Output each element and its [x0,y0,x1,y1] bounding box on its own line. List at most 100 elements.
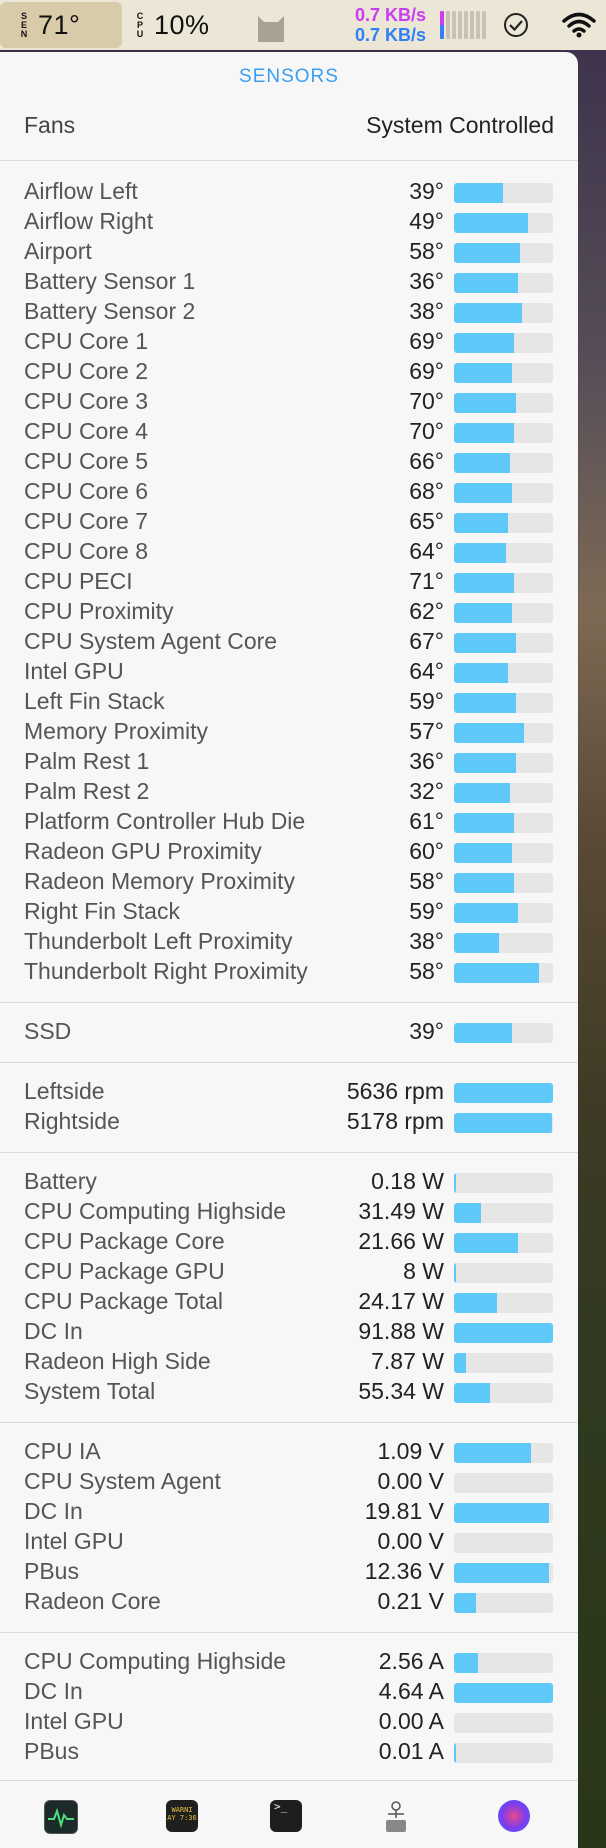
sensor-level-bar [454,1593,553,1613]
sensor-level-fill [454,1653,478,1673]
sensor-level-fill [454,453,511,473]
sensor-row: CPU Core 1 69° [0,326,578,356]
sensor-value: 66° [409,448,444,474]
sensor-name: Radeon GPU Proximity [24,838,262,864]
wifi-icon[interactable] [562,0,596,50]
sensor-level-fill [454,423,515,443]
temperature-readout: 71° [38,9,81,40]
sensor-row: DC In 91.88 W [0,1316,578,1346]
sensor-name: Battery [24,1168,97,1194]
sensor-value: 39° [409,178,444,204]
sensor-level-fill [454,783,511,803]
sensor-level-fill [454,1383,490,1403]
cat-icon[interactable] [254,6,288,44]
activity-bars-icon[interactable] [440,0,486,50]
system-info-icon[interactable] [380,1800,412,1832]
sensor-name: CPU Computing Highside [24,1648,287,1674]
temperature-section: Airflow Left 39° Airflow Right 49° Airport 58… [0,176,578,986]
sensor-value: 5636 rpm [346,1078,444,1104]
sensor-level-bar [454,1203,553,1223]
panel-title: SENSORS [239,66,339,87]
sensor-name: Battery Sensor 2 [24,298,196,324]
divider [0,1780,578,1781]
network-speed[interactable]: 0.7 KB/s 0.7 KB/s [346,0,426,50]
sensor-level-bar [454,843,553,863]
divider [0,1062,578,1063]
sensor-name: Thunderbolt Left Proximity [24,928,293,954]
sensor-name: CPU Package Core [24,1228,225,1254]
sensor-value: 32° [409,778,444,804]
sensor-name: DC In [24,1318,83,1344]
sensor-level-bar [454,543,553,563]
sensor-row: CPU Computing Highside 31.49 W [0,1196,578,1226]
sensor-row: CPU Core 7 65° [0,506,578,536]
fans-mode-row[interactable]: Fans System Controlled [24,112,554,142]
checkmark-circle-icon[interactable] [502,0,530,50]
sensor-row: CPU Package GPU 8 W [0,1256,578,1286]
activity-monitor-icon[interactable] [44,1800,78,1834]
sensor-name: CPU System Agent [24,1468,221,1494]
sensor-level-bar [454,693,553,713]
sensor-value: 0.01 A [378,1738,444,1764]
sensor-level-fill [454,483,513,503]
sensor-name: PBus [24,1738,79,1764]
sensor-level-bar [454,453,553,473]
sensor-row: System Total 55.34 W [0,1376,578,1406]
sensor-level-fill [454,1353,466,1373]
sensor-level-fill [454,603,513,623]
sensor-level-fill [454,1743,456,1763]
divider [0,1002,578,1003]
sensor-row: Palm Rest 1 36° [0,746,578,776]
sensor-name: Palm Rest 1 [24,748,150,774]
sensor-value: 91.88 W [358,1318,444,1344]
sensor-value: 8 W [403,1258,444,1284]
sensor-name: Airflow Right [24,208,154,234]
sensor-name: DC In [24,1678,83,1704]
sensor-value: 68° [409,478,444,504]
sensor-row: Battery Sensor 2 38° [0,296,578,326]
sensor-level-bar [454,333,553,353]
sensor-name: CPU PECI [24,568,133,594]
voltage-section: CPU IA 1.09 V CPU System Agent 0.00 V DC In 1… [0,1436,578,1616]
sensor-level-bar [454,1743,553,1763]
sensor-value: 5178 rpm [346,1108,444,1134]
sensor-value: 59° [409,688,444,714]
sensor-row: Thunderbolt Left Proximity 38° [0,926,578,956]
sensor-level-bar [454,1263,553,1283]
sensor-name: Radeon Memory Proximity [24,868,295,894]
sensor-row: Radeon Memory Proximity 58° [0,866,578,896]
sensor-value: 55.34 W [358,1378,444,1404]
sensor-level-fill [454,1023,513,1043]
sensor-row: CPU PECI 71° [0,566,578,596]
app-dock: WARNI AY 7:36 >_ [0,1780,578,1848]
divider [0,1632,578,1633]
sensor-level-bar [454,213,553,233]
sensor-value: 59° [409,898,444,924]
sensor-row: Right Fin Stack 59° [0,896,578,926]
sensor-row: Left Fin Stack 59° [0,686,578,716]
sensor-value: 19.81 V [364,1498,444,1524]
sensor-name: Airport [24,238,92,264]
sensor-value: 69° [409,358,444,384]
sensor-level-bar [454,1113,553,1133]
sensor-level-fill [454,273,519,293]
sensor-level-bar [454,393,553,413]
istat-icon[interactable] [498,1800,530,1832]
sensor-level-bar [454,1083,553,1103]
sensor-value: 0.21 V [377,1588,445,1614]
sensor-level-bar [454,723,553,743]
sensor-value: 38° [409,928,444,954]
sensor-level-bar [454,273,553,293]
divider [0,160,578,161]
divider [0,1152,578,1153]
sensor-level-fill [454,363,513,383]
sensor-name: CPU Core 8 [24,538,148,564]
sensor-level-fill [454,633,517,653]
sensor-level-fill [454,753,517,773]
terminal-icon[interactable]: >_ [270,1800,302,1832]
sensor-level-bar [454,753,553,773]
power-section: Battery 0.18 W CPU Computing Highside 31.49… [0,1166,578,1406]
console-icon[interactable]: WARNI AY 7:36 [166,1800,198,1832]
